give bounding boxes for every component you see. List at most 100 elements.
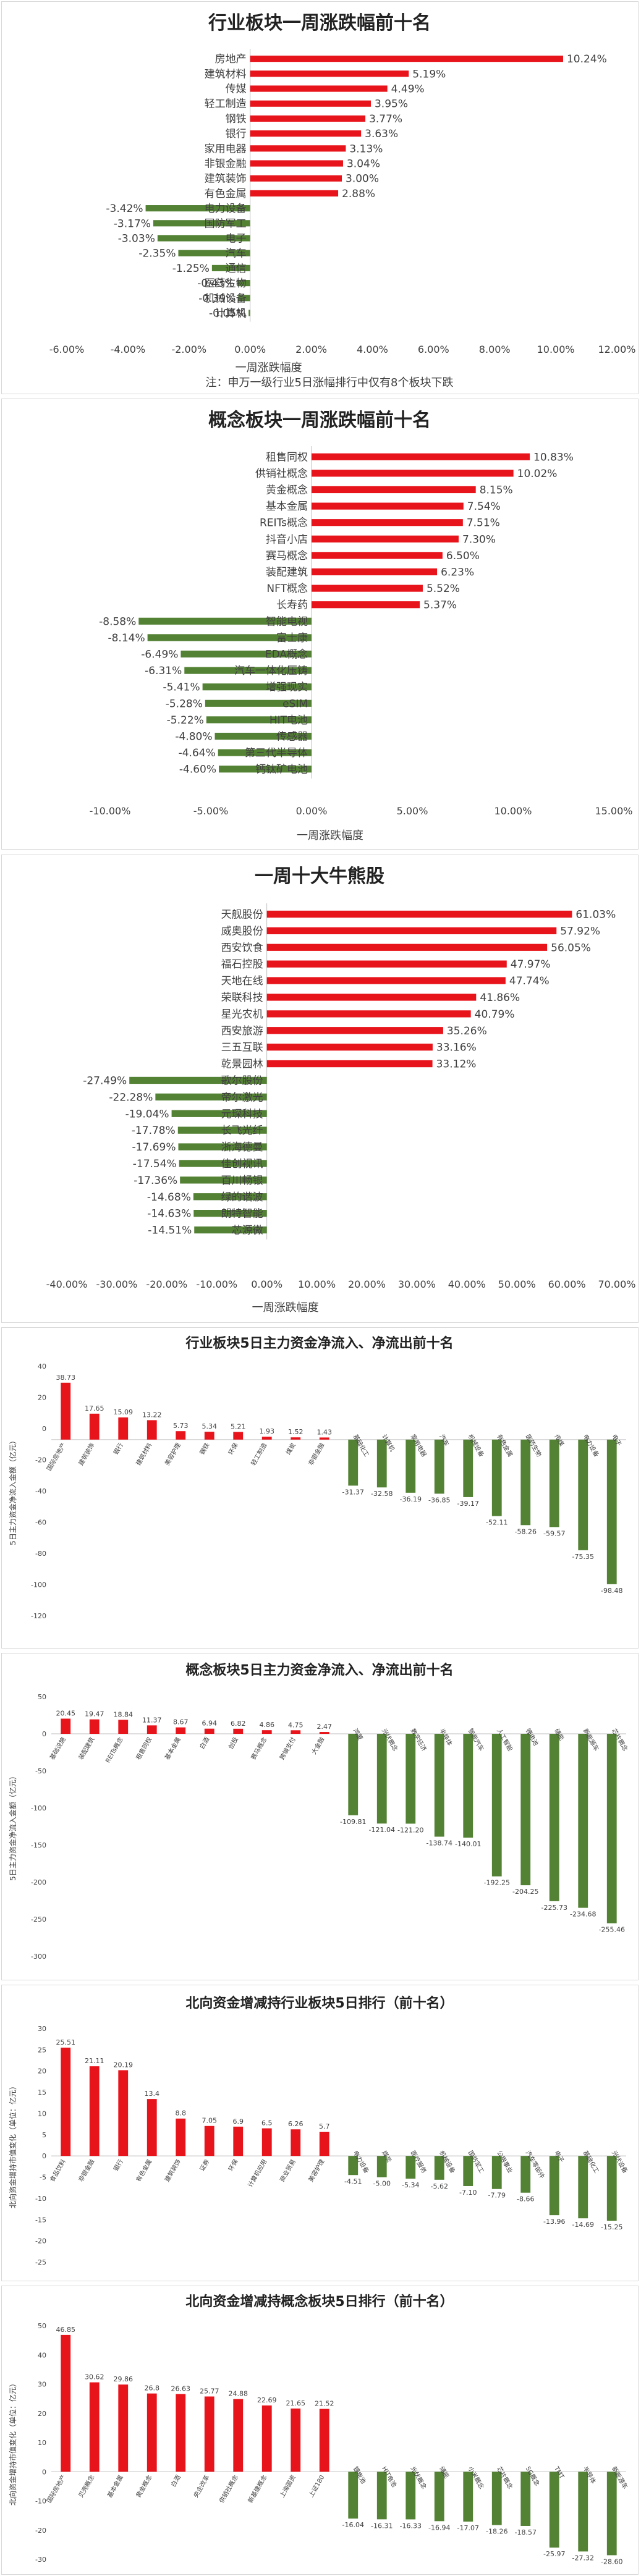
data-label: 6.94 bbox=[202, 1720, 218, 1728]
data-label: 5.37% bbox=[423, 599, 457, 612]
data-label: 10.02% bbox=[517, 468, 558, 480]
bar bbox=[204, 1432, 214, 1440]
data-label: -58.26 bbox=[515, 1527, 537, 1535]
x-tick-label: 2.00% bbox=[295, 344, 327, 355]
data-label: 5.73 bbox=[173, 1422, 189, 1430]
y-tick-label: 50 bbox=[38, 1693, 46, 1701]
data-label: -59.57 bbox=[543, 1529, 565, 1537]
data-label: -109.81 bbox=[340, 1818, 366, 1826]
bar bbox=[312, 552, 443, 559]
category-label: 食品饮料 bbox=[48, 2158, 67, 2183]
category-label: 租售同权 bbox=[134, 1736, 153, 1761]
bar bbox=[319, 2132, 329, 2156]
data-label: -3.03% bbox=[118, 233, 155, 245]
category-label: 机械设备 bbox=[205, 292, 247, 305]
bar bbox=[233, 1432, 244, 1440]
bar bbox=[549, 1734, 559, 1901]
bar bbox=[61, 2047, 71, 2156]
bar bbox=[312, 535, 459, 543]
data-label: -0.39% bbox=[198, 292, 236, 305]
y-tick-label: 0 bbox=[42, 2468, 46, 2476]
data-label: -17.54% bbox=[133, 1158, 177, 1170]
data-label: -192.25 bbox=[484, 1879, 510, 1887]
x-tick-label: -30.00% bbox=[96, 1278, 138, 1290]
bar bbox=[204, 1728, 214, 1734]
category-label: 跨境支付 bbox=[278, 1736, 297, 1761]
chart-title: 行业板块5日主力资金净流入、净流出前十名 bbox=[185, 1335, 453, 1351]
x-axis-label: 一周涨跌幅度 bbox=[252, 1301, 319, 1314]
data-label: 47.74% bbox=[509, 975, 550, 987]
category-label: 增强现实 bbox=[266, 682, 308, 694]
data-label: 18.84 bbox=[114, 1710, 134, 1718]
data-label: -5.00 bbox=[373, 2180, 391, 2188]
northbound-industry-chart: 北向资金增减持行业板块5日排行（前十名） -25 -20 -15 -10 -5 0 5 10 15… bbox=[8, 1995, 629, 2266]
category-label: 绿的谐波 bbox=[221, 1191, 263, 1204]
y-tick-label: 15 bbox=[38, 2088, 46, 2097]
category-label: 家用电器 bbox=[205, 143, 247, 155]
x-tick-label: 0.00% bbox=[234, 344, 266, 355]
bar bbox=[250, 160, 343, 167]
bar bbox=[184, 667, 312, 674]
bar bbox=[178, 250, 250, 256]
category-label: 大金融 bbox=[310, 1736, 326, 1755]
x-tick-label: 20.00% bbox=[348, 1278, 386, 1290]
data-label: -6.49% bbox=[141, 649, 178, 661]
data-label: 61.03% bbox=[575, 908, 616, 921]
category-label: 基本金属 bbox=[106, 2473, 125, 2499]
data-label: -36.85 bbox=[428, 1496, 450, 1504]
bar bbox=[61, 2334, 71, 2472]
bar bbox=[266, 1060, 433, 1068]
y-tick-label: 50 bbox=[38, 2322, 46, 2330]
category-label: 汽车一体化压铸 bbox=[234, 665, 308, 677]
data-label: -16.31 bbox=[371, 2522, 393, 2530]
data-label: 13.4 bbox=[145, 2090, 160, 2098]
bar bbox=[89, 2382, 100, 2472]
category-label: 长飞光纤 bbox=[221, 1125, 263, 1137]
category-label: 基础设施 bbox=[48, 1736, 67, 1761]
bar bbox=[463, 2472, 473, 2522]
data-label: 21.11 bbox=[85, 2057, 104, 2065]
data-label: -8.66 bbox=[517, 2195, 534, 2203]
bar bbox=[463, 2156, 473, 2186]
category-label: 创投 bbox=[227, 1736, 240, 1750]
data-label: -5.41% bbox=[163, 682, 200, 694]
category-label: 帝尔激光 bbox=[221, 1091, 263, 1104]
y-tick-label: -100 bbox=[31, 1581, 46, 1589]
data-label: 56.05% bbox=[551, 942, 591, 954]
bar bbox=[520, 2472, 531, 2526]
y-tick-label: -300 bbox=[31, 1953, 46, 1961]
category-label: 通信 bbox=[226, 263, 247, 275]
industry-capital-flow-chart: 行业板块5日主力资金净流入、净流出前十名 -120 -100 -80 -60 -40 -20… bbox=[8, 1335, 626, 1620]
category-label: 供销社概念 bbox=[218, 2473, 240, 2504]
data-label: -52.11 bbox=[486, 1519, 507, 1527]
y-tick-label: -10 bbox=[35, 2195, 46, 2203]
bar bbox=[250, 145, 346, 152]
category-label: 钢铁 bbox=[198, 1442, 211, 1456]
category-label: 上证180 bbox=[307, 2474, 326, 2499]
data-label: -121.04 bbox=[369, 1826, 395, 1834]
bar bbox=[266, 1027, 443, 1034]
category-label: 非银金融 bbox=[205, 158, 247, 171]
data-label: 6.23% bbox=[441, 567, 474, 579]
category-label: 钙钛矿电池 bbox=[255, 764, 308, 776]
bar bbox=[434, 2472, 444, 2522]
bar bbox=[89, 2066, 100, 2156]
category-label: 贝壳概念 bbox=[77, 2473, 96, 2499]
bar bbox=[434, 2156, 444, 2180]
data-label: -17.69% bbox=[132, 1141, 176, 1154]
data-label: -138.74 bbox=[427, 1839, 452, 1847]
bar bbox=[376, 1439, 387, 1488]
data-label: -36.19 bbox=[400, 1495, 422, 1503]
bar bbox=[89, 1413, 100, 1440]
data-label: -3.17% bbox=[114, 217, 151, 230]
bar bbox=[176, 1727, 186, 1734]
bar bbox=[606, 1439, 617, 1584]
bar bbox=[176, 1431, 186, 1440]
x-axis-label: 一周涨跌幅度 bbox=[297, 829, 363, 842]
data-label: 4.86 bbox=[260, 1721, 275, 1729]
x-tick-label: 50.00% bbox=[498, 1278, 536, 1290]
y-tick-label: 30 bbox=[38, 2025, 46, 2033]
bar bbox=[266, 1044, 433, 1051]
bar bbox=[250, 85, 388, 92]
x-tick-label: 0.00% bbox=[296, 805, 328, 817]
